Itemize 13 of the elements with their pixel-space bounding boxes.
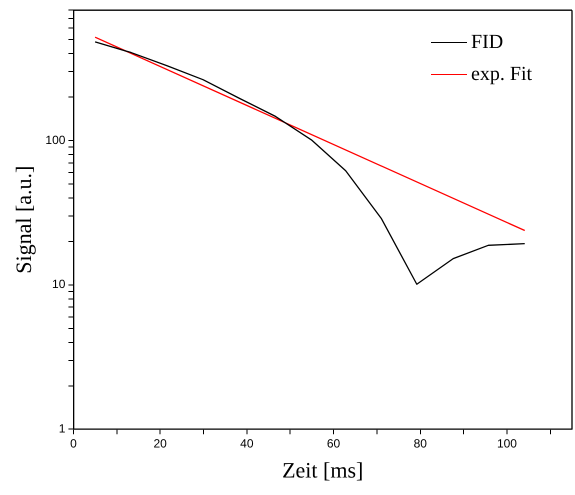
x-tick-label: 80 — [414, 436, 428, 451]
legend-label: exp. Fit — [471, 62, 532, 88]
y-tick-label: 100 — [45, 132, 66, 147]
x-tick-label: 0 — [70, 436, 78, 451]
y-tick-label: 1 — [58, 422, 66, 436]
x-tick-label: 40 — [240, 436, 254, 451]
x-tick-label: 20 — [153, 436, 168, 451]
x-tick-label: 100 — [496, 436, 518, 451]
x-tick-label: 60 — [326, 436, 341, 451]
x-axis-title: Zeit [ms] — [282, 458, 364, 483]
y-axis-title: Signal [a.u.] — [10, 166, 36, 274]
y-tick-label: 10 — [52, 277, 66, 292]
legend-label: FID — [471, 30, 504, 56]
